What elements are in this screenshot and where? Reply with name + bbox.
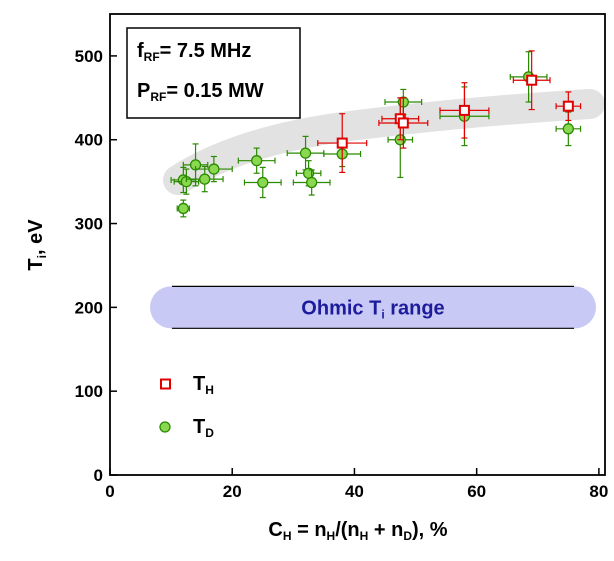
plot-frame — [109, 13, 606, 476]
subscript: D — [205, 426, 214, 440]
text-part: = n — [292, 519, 327, 541]
y-tick-label: 200 — [75, 298, 103, 317]
subscript: H — [360, 529, 369, 543]
point — [562, 123, 574, 135]
text-part: T — [193, 373, 205, 395]
subscript: D — [403, 529, 412, 543]
subscript: i — [381, 308, 384, 322]
info-box — [126, 27, 301, 119]
y-axis-label: Ti, eV — [25, 219, 49, 271]
legend-label: TH — [193, 373, 214, 397]
text-part: T — [25, 258, 47, 270]
x-tick-label: 20 — [223, 482, 242, 501]
point — [177, 202, 189, 215]
text-part: C — [268, 519, 282, 541]
trend-band — [163, 89, 605, 195]
text-part: , eV — [25, 219, 47, 255]
subscript: H — [205, 383, 214, 397]
x-tick-label: 0 — [105, 482, 114, 501]
point — [257, 176, 269, 189]
point — [199, 173, 211, 185]
text-part: + n — [368, 519, 403, 541]
info-text: fRF= 7.5 MHz — [137, 40, 251, 64]
text-part: = 0.15 MW — [166, 80, 263, 102]
subscript: i — [35, 255, 49, 258]
point — [397, 117, 409, 129]
ohmic-band — [150, 286, 596, 329]
info-text: PRF= 0.15 MW — [137, 80, 264, 104]
y-tick-label: 500 — [75, 47, 103, 66]
subscript: H — [327, 529, 336, 543]
point — [306, 176, 318, 189]
legend-marker — [160, 378, 171, 390]
point — [208, 163, 220, 175]
text-part: T — [193, 416, 205, 438]
point — [336, 137, 348, 149]
point — [251, 155, 263, 167]
text-part: f — [137, 40, 144, 62]
point — [299, 147, 312, 159]
text-part: range — [385, 297, 445, 319]
text-part: Ohmic T — [301, 297, 381, 319]
point — [526, 74, 538, 86]
x-tick-label: 80 — [589, 482, 608, 501]
subscript: H — [283, 529, 292, 543]
text-part: ), % — [412, 519, 448, 541]
x-tick-label: 60 — [467, 482, 486, 501]
point — [458, 104, 470, 116]
x-axis-label: CH = nH/(nH + nD), % — [268, 519, 447, 543]
subscript: RF — [144, 50, 160, 64]
y-tick-label: 100 — [75, 382, 103, 401]
y-tick-label: 300 — [75, 215, 103, 234]
ohmic-label: Ohmic Ti range — [301, 297, 444, 321]
y-tick-label: 0 — [94, 466, 103, 485]
point — [562, 100, 574, 112]
y-tick-label: 400 — [75, 131, 103, 150]
text-part: P — [137, 80, 150, 102]
x-tick-label: 40 — [345, 482, 364, 501]
legend-label: TD — [193, 416, 214, 440]
text-part: = 7.5 MHz — [160, 40, 252, 62]
subscript: RF — [150, 90, 166, 104]
legend-marker — [159, 421, 171, 433]
text-part: /(n — [335, 519, 359, 541]
